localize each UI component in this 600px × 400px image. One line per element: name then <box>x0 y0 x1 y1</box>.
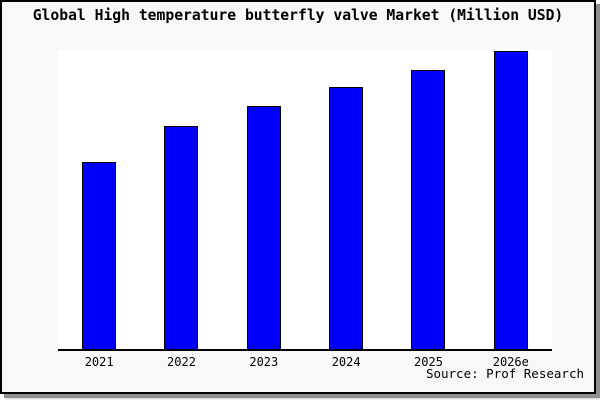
bar-slot <box>305 50 387 349</box>
x-tick-label-2024: 2024 <box>331 355 361 369</box>
bar-slot <box>140 50 222 349</box>
chart-title: Global High temperature butterfly valve … <box>32 7 564 24</box>
x-tick-label-2022: 2022 <box>167 355 196 369</box>
x-tick-label-2025: 2025 <box>414 355 443 369</box>
x-axis-labels: 2021 2022 2023 2024 2025 2026e <box>58 355 552 369</box>
x-tick-label-2026e: 2026e <box>492 355 529 369</box>
bar-slot <box>470 50 552 349</box>
bar-slot <box>58 50 140 349</box>
chart-window: Global High temperature butterfly valve … <box>0 0 596 394</box>
bar-2022 <box>164 126 199 349</box>
bar-slot <box>223 50 305 349</box>
source-credit: Source: Prof Research <box>425 366 584 381</box>
bar-slot <box>387 50 469 349</box>
bars-container <box>58 50 552 349</box>
bar-2023 <box>246 106 281 349</box>
plot-area <box>58 50 552 351</box>
bar-2026e <box>493 51 528 349</box>
x-tick-label-2021: 2021 <box>84 355 114 369</box>
bar-2024 <box>329 87 364 349</box>
bar-2025 <box>411 70 446 349</box>
bar-2021 <box>82 162 117 349</box>
x-tick-label-2023: 2023 <box>249 355 279 369</box>
